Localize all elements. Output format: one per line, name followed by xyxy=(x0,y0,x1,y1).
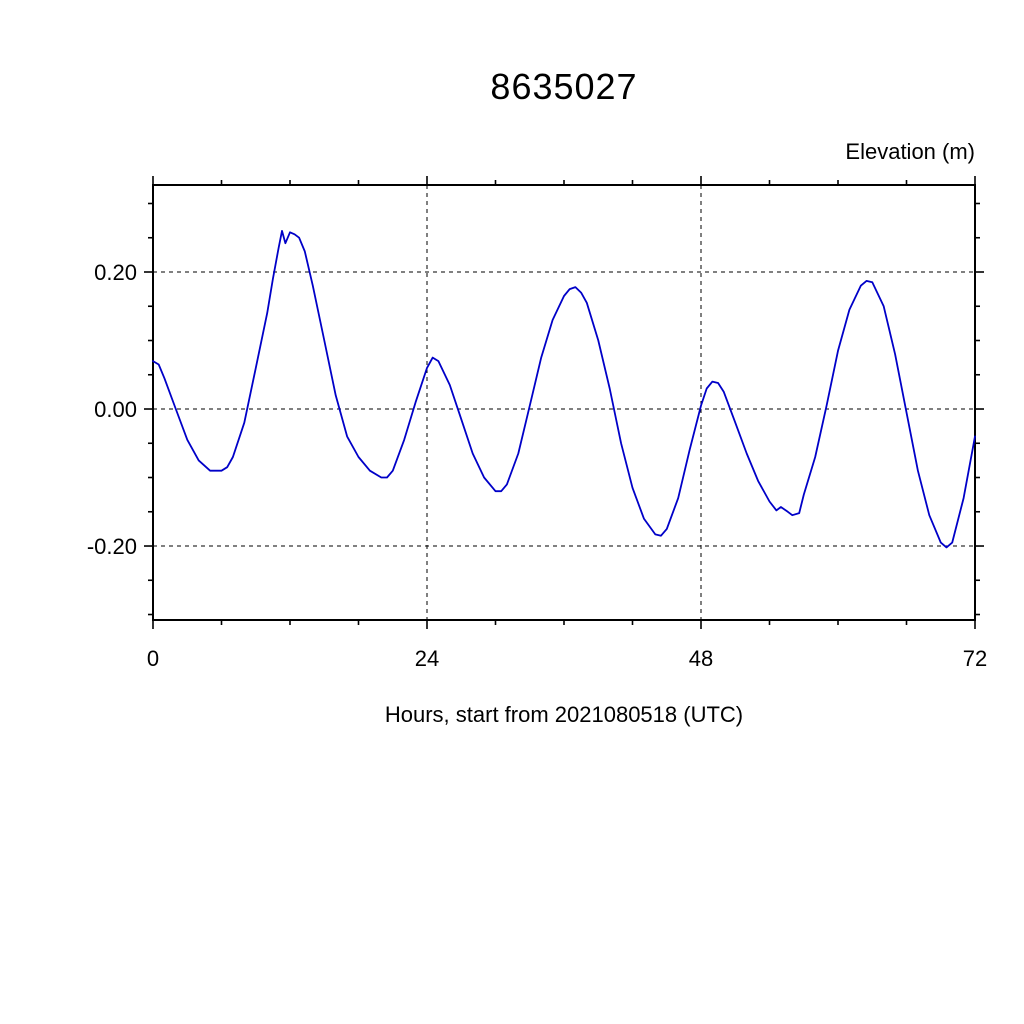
page-title: 8635027 xyxy=(490,66,638,107)
plot-frame xyxy=(152,184,976,621)
x-tick-label: 24 xyxy=(415,646,439,671)
tide-curve xyxy=(152,229,976,549)
x-tick-label: 48 xyxy=(689,646,713,671)
x-tick-label: 72 xyxy=(963,646,987,671)
y-tick-label: 0.20 xyxy=(94,260,137,285)
y-tick-label: 0.00 xyxy=(94,397,137,422)
y-axis-label: Elevation (m) xyxy=(845,139,975,164)
y-tick-label: -0.20 xyxy=(87,534,137,559)
x-tick-label: 0 xyxy=(147,646,159,671)
x-axis-label: Hours, start from 2021080518 (UTC) xyxy=(384,702,744,727)
